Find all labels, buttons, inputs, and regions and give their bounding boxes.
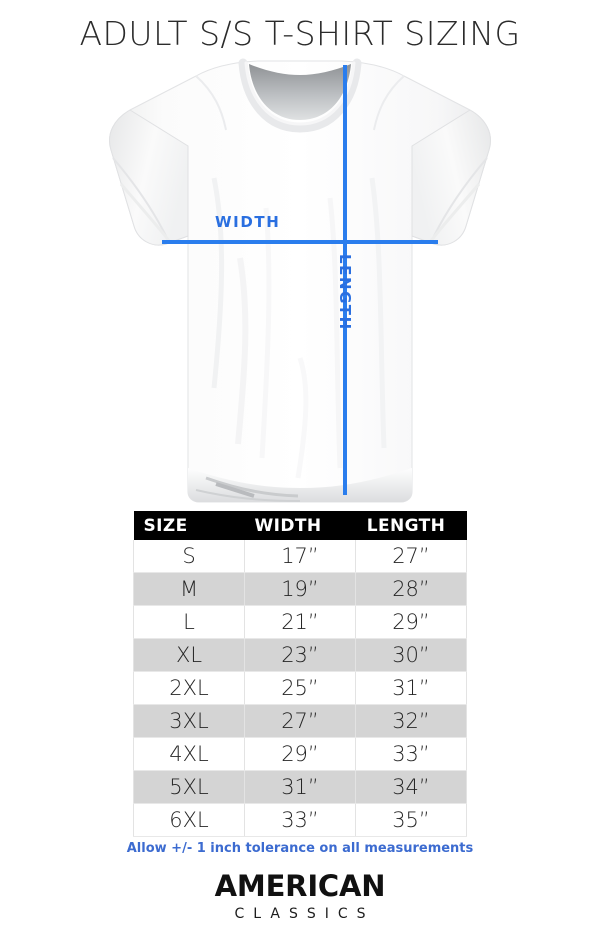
cell-width: 27” <box>244 704 356 738</box>
table-row: XL 23” 30” <box>133 638 467 672</box>
cell-length: 32” <box>355 704 467 738</box>
table-row: 5XL 31” 34” <box>133 770 467 804</box>
cell-length: 35” <box>355 803 467 837</box>
column-header-length: LENGTH <box>355 511 467 540</box>
tshirt-illustration: WIDTH LENGTH <box>0 58 600 508</box>
tshirt-graphic <box>109 58 491 503</box>
cell-width: 21” <box>244 605 356 639</box>
table-row: M 19” 28” <box>133 572 467 606</box>
table-row: L 21” 29” <box>133 605 467 639</box>
brand-name-primary: AMERICAN <box>214 869 386 903</box>
column-header-size: SIZE <box>133 511 245 540</box>
cell-length: 31” <box>355 671 467 705</box>
cell-size: M <box>133 572 245 606</box>
cell-size: 5XL <box>133 770 245 804</box>
table-row: S 17” 27” <box>133 540 467 573</box>
table-row: 2XL 25” 31” <box>133 671 467 705</box>
brand-logo: AMERICAN CLASSICS <box>0 869 600 922</box>
cell-width: 25” <box>244 671 356 705</box>
brand-name-secondary: CLASSICS <box>234 906 375 922</box>
cell-length: 28” <box>355 572 467 606</box>
size-chart-table: SIZE WIDTH LENGTH S 17” 27” M 19” 28” L … <box>133 511 467 837</box>
table-row: 6XL 33” 35” <box>133 803 467 837</box>
cell-length: 34” <box>355 770 467 804</box>
cell-width: 17” <box>244 540 356 573</box>
cell-width: 31” <box>244 770 356 804</box>
cell-size: 6XL <box>133 803 245 837</box>
cell-size: 3XL <box>133 704 245 738</box>
cell-size: 4XL <box>133 737 245 771</box>
table-row: 4XL 29” 33” <box>133 737 467 771</box>
cell-width: 23” <box>244 638 356 672</box>
cell-width: 33” <box>244 803 356 837</box>
cell-length: 33” <box>355 737 467 771</box>
table-header-row: SIZE WIDTH LENGTH <box>133 511 467 540</box>
page-title: ADULT S/S T-SHIRT SIZING <box>79 14 521 53</box>
cell-size: L <box>133 605 245 639</box>
cell-length: 27” <box>355 540 467 573</box>
column-header-width: WIDTH <box>244 511 356 540</box>
cell-size: XL <box>133 638 245 672</box>
cell-size: S <box>133 540 245 573</box>
cell-length: 30” <box>355 638 467 672</box>
cell-size: 2XL <box>133 671 245 705</box>
cell-length: 29” <box>355 605 467 639</box>
cell-width: 29” <box>244 737 356 771</box>
table-row: 3XL 27” 32” <box>133 704 467 738</box>
cell-width: 19” <box>244 572 356 606</box>
tolerance-note: Allow +/- 1 inch tolerance on all measur… <box>126 841 474 856</box>
